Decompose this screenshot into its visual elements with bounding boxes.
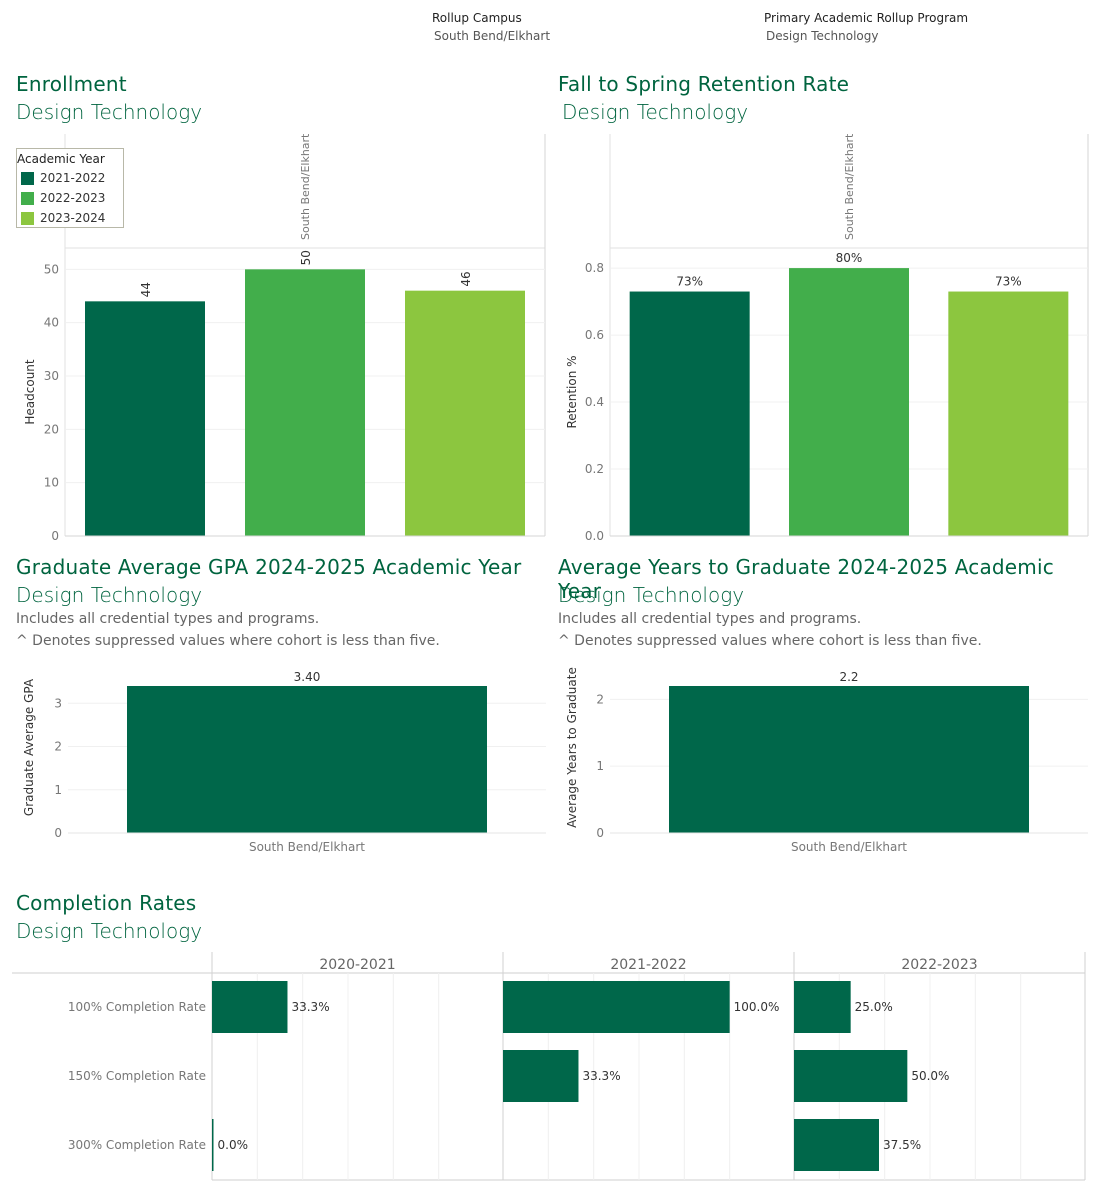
column-header-2022-2023: 2022-2023 xyxy=(901,957,977,973)
bar-2023-2024[interactable] xyxy=(405,290,525,536)
x-category-label: South Bend/Elkhart xyxy=(791,840,907,854)
bar-2022-2023[interactable] xyxy=(245,269,365,536)
completion-value-label: 100.0% xyxy=(734,1000,780,1014)
completion-bar[interactable] xyxy=(794,1119,879,1171)
completion-value-label: 37.5% xyxy=(883,1138,921,1152)
y-axis-label: Headcount xyxy=(23,359,37,425)
legend-item-2021-2022[interactable]: 2021-2022 xyxy=(21,171,105,187)
y-tick-label: 0.8 xyxy=(585,261,604,275)
y-tick-label: 40 xyxy=(44,316,59,330)
y-tick-label: 2 xyxy=(596,692,604,706)
bar-South Bend/Elkhart[interactable] xyxy=(669,686,1029,833)
bar-South Bend/Elkhart[interactable] xyxy=(127,686,487,833)
enrollment-title: Enrollment xyxy=(16,72,127,96)
completion-bar[interactable] xyxy=(503,1050,579,1102)
gpa-subtitle: Design Technology xyxy=(16,583,203,607)
y-tick-label: 10 xyxy=(44,476,59,490)
y-tick-label: 1 xyxy=(596,759,604,773)
bar-2021-2022[interactable] xyxy=(629,291,750,536)
y-tick-label: 30 xyxy=(44,369,59,383)
legend-swatch xyxy=(21,172,34,185)
y-tick-label: 2 xyxy=(54,740,62,754)
completion-bar[interactable] xyxy=(212,981,288,1033)
legend-item-2022-2023[interactable]: 2022-2023 xyxy=(21,191,105,207)
bar-value-label: 44 xyxy=(139,282,153,297)
y-tick-label: 0 xyxy=(54,826,62,840)
legend-item-label: 2022-2023 xyxy=(40,191,106,205)
enrollment-subtitle: Design Technology xyxy=(16,100,203,124)
years-note-suppressed: ^ Denotes suppressed values where cohort… xyxy=(558,633,982,649)
retention-title: Fall to Spring Retention Rate xyxy=(558,72,850,96)
column-header-campus: South Bend/Elkhart xyxy=(843,133,856,240)
bar-value-label: 50 xyxy=(299,250,313,265)
campus-filter-label: Rollup Campus xyxy=(432,11,522,25)
y-axis-label: Retention % xyxy=(565,355,579,428)
column-header-2021-2022: 2021-2022 xyxy=(610,957,686,973)
row-label: 150% Completion Rate xyxy=(68,1069,206,1083)
legend-swatch xyxy=(21,212,34,225)
years-subtitle: Design Technology xyxy=(558,583,745,607)
enrollment-chart: South Bend/Elkhart 0 10 20 30 40 50 Headcount 44… xyxy=(23,133,546,542)
legend-item-label: 2023-2024 xyxy=(40,211,106,225)
legend-title: Academic Year xyxy=(17,152,105,166)
campus-filter-value[interactable]: South Bend/Elkhart xyxy=(434,29,551,43)
y-tick-label: 50 xyxy=(44,262,59,276)
bar-value-label: 80% xyxy=(836,251,863,265)
y-tick-label: 0 xyxy=(51,529,59,542)
gpa-chart: 0 1 2 3 Graduate Average GPA 3.40 South Bend/E… xyxy=(22,670,546,854)
bar-value-label: 2.2 xyxy=(839,670,858,684)
legend-swatch xyxy=(21,192,34,205)
y-axis-label: Average Years to Graduate xyxy=(565,667,579,828)
completion-chart: 2020-2021 2021-2022 2022-2023 100% Completi… xyxy=(12,952,1086,1181)
y-tick-label: 20 xyxy=(44,422,59,436)
bar-2021-2022[interactable] xyxy=(85,301,205,536)
y-tick-label: 1 xyxy=(54,783,62,797)
completion-bar[interactable] xyxy=(503,981,730,1033)
bar-value-label: 73% xyxy=(995,275,1022,289)
y-tick-label: 3 xyxy=(54,696,62,710)
program-filter-value[interactable]: Design Technology xyxy=(766,29,879,43)
completion-subtitle: Design Technology xyxy=(16,919,203,943)
legend-item-label: 2021-2022 xyxy=(40,171,106,185)
y-tick-label: 0.6 xyxy=(585,328,604,342)
bar-2022-2023[interactable] xyxy=(789,268,909,536)
row-label: 100% Completion Rate xyxy=(68,1000,206,1014)
years-chart: 0 1 2 Average Years to Graduate 2.2 South Ben… xyxy=(565,667,1088,854)
y-tick-label: 0.4 xyxy=(585,395,604,409)
completion-title: Completion Rates xyxy=(16,891,197,915)
y-tick-label: 0 xyxy=(596,826,604,840)
retention-subtitle: Design Technology xyxy=(562,100,749,124)
completion-value-label: 33.3% xyxy=(291,1000,329,1014)
bar-2023-2024[interactable] xyxy=(948,291,1069,536)
completion-value-label: 0.0% xyxy=(218,1138,249,1152)
legend-item-2023-2024[interactable]: 2023-2024 xyxy=(21,211,105,227)
completion-value-label: 33.3% xyxy=(582,1069,620,1083)
retention-chart: South Bend/Elkhart 0.0 0.2 0.4 0.6 0.8 Retenti… xyxy=(565,133,1089,542)
bar-value-label: 3.40 xyxy=(294,670,321,684)
gpa-note-suppressed: ^ Denotes suppressed values where cohort… xyxy=(16,633,440,649)
gpa-note-credentials: Includes all credential types and progra… xyxy=(16,611,320,627)
gpa-title: Graduate Average GPA 2024-2025 Academic … xyxy=(16,555,522,579)
y-tick-label: 0.2 xyxy=(585,462,604,476)
column-header-campus: South Bend/Elkhart xyxy=(299,133,312,240)
completion-value-label: 50.0% xyxy=(911,1069,949,1083)
bar-value-label: 46 xyxy=(459,271,473,286)
completion-bar[interactable] xyxy=(212,1119,214,1171)
years-title: Average Years to Graduate 2024-2025 Acad… xyxy=(558,555,1054,603)
bar-value-label: 73% xyxy=(676,275,703,289)
program-filter-label: Primary Academic Rollup Program xyxy=(764,11,969,25)
x-category-label: South Bend/Elkhart xyxy=(249,840,365,854)
y-axis-label: Graduate Average GPA xyxy=(22,678,36,816)
years-note-credentials: Includes all credential types and progra… xyxy=(558,611,862,627)
academic-year-legend[interactable]: Academic Year 2021-2022 2022-2023 2023-2… xyxy=(16,148,124,228)
row-label: 300% Completion Rate xyxy=(68,1138,206,1152)
column-header-2020-2021: 2020-2021 xyxy=(319,957,395,973)
completion-value-label: 25.0% xyxy=(855,1000,893,1014)
y-tick-label: 0.0 xyxy=(585,529,604,542)
completion-bar[interactable] xyxy=(794,981,851,1033)
completion-bar[interactable] xyxy=(794,1050,908,1102)
